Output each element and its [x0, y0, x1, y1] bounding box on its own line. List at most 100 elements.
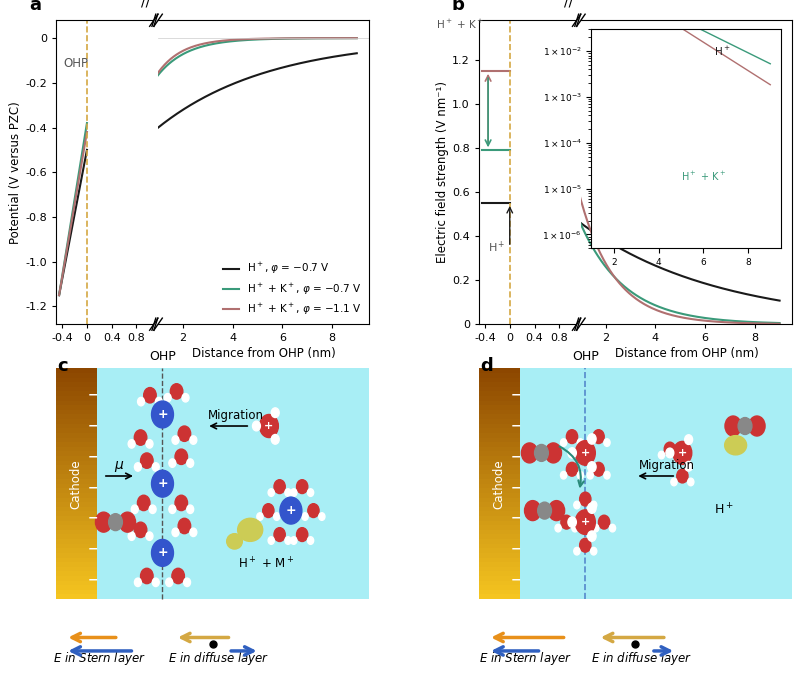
Text: −: −: [88, 481, 98, 494]
Bar: [479, 373, 519, 377]
Circle shape: [587, 471, 594, 479]
Circle shape: [561, 439, 566, 446]
Circle shape: [134, 463, 142, 471]
Bar: [479, 392, 519, 396]
Circle shape: [178, 426, 190, 441]
Bar: [479, 470, 519, 475]
Bar: [479, 442, 519, 447]
Circle shape: [134, 430, 147, 446]
Circle shape: [190, 436, 197, 444]
Circle shape: [285, 489, 291, 496]
Text: H$^+$: H$^+$: [714, 502, 734, 518]
Circle shape: [546, 443, 562, 463]
Circle shape: [604, 439, 610, 446]
Bar: [56, 520, 97, 525]
Text: −: −: [510, 420, 521, 433]
Bar: [56, 571, 97, 576]
Text: b: b: [452, 0, 465, 14]
Bar: [56, 401, 97, 405]
Circle shape: [186, 505, 194, 514]
Bar: [56, 382, 97, 387]
Ellipse shape: [238, 518, 262, 541]
Bar: [56, 373, 97, 377]
Circle shape: [274, 528, 286, 541]
Text: −: −: [88, 573, 98, 587]
Bar: [479, 595, 519, 599]
Bar: [479, 424, 519, 429]
Bar: [56, 488, 97, 493]
Text: $E$ in Stern layer: $E$ in Stern layer: [54, 651, 146, 668]
Circle shape: [525, 501, 541, 520]
Circle shape: [568, 517, 576, 527]
Circle shape: [184, 578, 190, 587]
Bar: [56, 437, 97, 442]
Bar: [56, 424, 97, 429]
Bar: [479, 465, 519, 470]
Circle shape: [152, 463, 159, 471]
Legend: H$^+$, $\varphi$ = $-$0.7 V, H$^+$ + K$^+$, $\varphi$ = $-$0.7 V, H$^+$ + K$^+$,: H$^+$, $\varphi$ = $-$0.7 V, H$^+$ + K$^…: [221, 259, 364, 319]
Bar: [479, 576, 519, 580]
Circle shape: [688, 478, 694, 486]
Circle shape: [155, 398, 162, 406]
Circle shape: [561, 471, 566, 479]
Circle shape: [290, 537, 297, 544]
Circle shape: [590, 547, 597, 555]
Circle shape: [578, 471, 583, 479]
Circle shape: [593, 462, 604, 476]
Circle shape: [268, 489, 274, 496]
Bar: [56, 460, 97, 465]
Bar: [479, 479, 519, 484]
Circle shape: [134, 522, 147, 537]
X-axis label: Distance from OHP (nm): Distance from OHP (nm): [192, 348, 335, 360]
Bar: [56, 525, 97, 530]
Circle shape: [151, 470, 174, 497]
Circle shape: [590, 502, 597, 509]
Bar: [56, 447, 97, 452]
Circle shape: [685, 462, 693, 471]
Bar: [97, 369, 369, 599]
Circle shape: [152, 578, 159, 587]
Text: H$^+$ + M$^+$: H$^+$ + M$^+$: [238, 556, 294, 571]
Circle shape: [170, 383, 183, 399]
Text: Cathode: Cathode: [493, 459, 506, 508]
Bar: [56, 414, 97, 419]
Bar: [479, 590, 519, 595]
Circle shape: [290, 489, 297, 496]
Bar: [479, 447, 519, 452]
Circle shape: [677, 469, 688, 483]
Bar: [519, 369, 792, 599]
Bar: [56, 516, 97, 520]
Circle shape: [587, 439, 594, 446]
Bar: [56, 507, 97, 512]
Bar: [479, 562, 519, 567]
Bar: [479, 475, 519, 479]
Text: c: c: [58, 357, 68, 375]
Text: d: d: [480, 357, 493, 375]
Bar: [56, 595, 97, 599]
Bar: [479, 405, 519, 410]
Circle shape: [593, 524, 598, 532]
Circle shape: [548, 501, 565, 520]
Bar: [479, 387, 519, 392]
Circle shape: [673, 441, 692, 464]
Text: −: −: [88, 512, 98, 524]
Circle shape: [522, 443, 538, 463]
Text: −: −: [510, 450, 521, 463]
Bar: [479, 571, 519, 576]
Text: −: −: [88, 389, 98, 402]
Bar: [479, 525, 519, 530]
Bar: [56, 484, 97, 488]
Circle shape: [164, 394, 171, 402]
Circle shape: [580, 492, 591, 506]
Circle shape: [166, 578, 173, 587]
Bar: [479, 452, 519, 456]
Bar: [56, 548, 97, 553]
Bar: [479, 580, 519, 585]
Text: +: +: [678, 448, 687, 458]
Text: //: //: [564, 0, 573, 8]
Circle shape: [182, 394, 189, 402]
Bar: [56, 567, 97, 571]
Circle shape: [658, 451, 665, 459]
Circle shape: [274, 480, 286, 493]
Bar: [479, 484, 519, 488]
